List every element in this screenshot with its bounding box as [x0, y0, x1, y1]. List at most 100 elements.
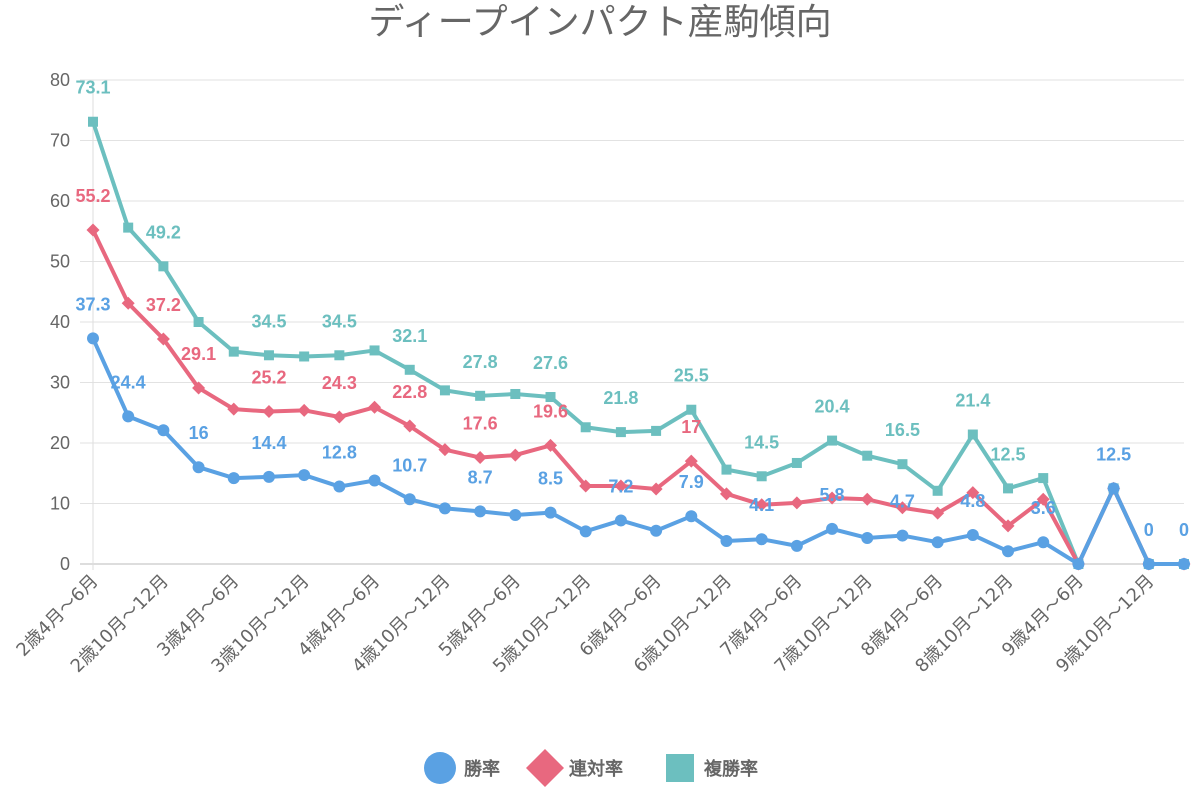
data-point	[228, 346, 239, 357]
data-point	[579, 479, 593, 493]
data-label: 8.5	[538, 469, 563, 489]
data-point	[369, 345, 380, 356]
legend-item-0[interactable]: 勝率	[424, 752, 500, 784]
data-point	[368, 400, 382, 414]
diamond-icon	[526, 749, 564, 787]
data-point	[1038, 473, 1049, 484]
data-label: 32.1	[392, 326, 427, 346]
data-point	[721, 464, 732, 475]
data-label: 8.7	[468, 467, 493, 487]
data-label: 21.4	[955, 391, 990, 411]
data-point	[509, 508, 522, 521]
data-point	[192, 381, 206, 395]
data-label: 27.6	[533, 353, 568, 373]
data-point	[298, 469, 311, 482]
x-axis: 2歳4月～6月2歳10月～12月3歳4月～6月3歳10月～12月4歳4月～6月4…	[12, 80, 1158, 677]
data-label: 29.1	[181, 344, 216, 364]
data-label: 34.5	[322, 311, 357, 331]
legend-label: 勝率	[464, 758, 500, 780]
data-point	[720, 535, 733, 548]
square-icon	[666, 754, 694, 782]
data-point	[227, 402, 241, 416]
data-point	[861, 531, 874, 544]
series-lines	[86, 116, 1191, 571]
y-tick-label: 10	[50, 494, 70, 514]
data-label: 25.2	[251, 368, 286, 388]
data-point	[227, 472, 240, 485]
y-tick-label: 30	[50, 373, 70, 393]
legend-item-2[interactable]: 複勝率	[666, 754, 758, 782]
data-point	[651, 425, 662, 436]
data-point	[1003, 483, 1014, 494]
data-label: 37.3	[75, 294, 110, 314]
data-point	[931, 536, 944, 549]
circle-icon	[424, 752, 456, 784]
data-point	[123, 222, 134, 233]
data-point	[262, 470, 275, 483]
data-point	[649, 482, 663, 496]
data-point	[1072, 558, 1085, 570]
data-point	[896, 529, 909, 542]
data-label: 12.5	[991, 444, 1026, 464]
data-label: 49.2	[146, 222, 181, 242]
data-label: 5.8	[820, 485, 845, 505]
data-label: 24.4	[111, 372, 146, 392]
data-point	[895, 501, 909, 515]
data-label: 10.7	[392, 455, 427, 475]
y-tick-label: 50	[50, 252, 70, 272]
data-label: 12.5	[1096, 444, 1131, 464]
data-point	[650, 524, 663, 537]
data-point	[545, 392, 556, 403]
legend-label: 複勝率	[703, 758, 758, 780]
data-point	[403, 419, 417, 433]
data-label: 34.5	[251, 311, 286, 331]
data-point	[684, 454, 698, 468]
legend-label: 連対率	[569, 758, 623, 780]
data-label: 7.2	[608, 476, 633, 496]
data-label: 14.5	[744, 432, 779, 452]
data-point	[439, 385, 450, 396]
series-line	[91, 229, 1184, 566]
data-label: 14.4	[251, 433, 286, 453]
data-point	[897, 459, 908, 470]
data-point	[860, 492, 874, 506]
data-point	[438, 502, 451, 515]
chart-title: ディープインパクト産駒傾向	[368, 2, 831, 43]
data-label: 21.8	[603, 388, 638, 408]
data-label: 0	[1179, 520, 1189, 540]
data-point	[334, 350, 345, 361]
legend-item-1[interactable]: 連対率	[526, 749, 623, 787]
data-point	[966, 486, 980, 500]
data-point	[88, 116, 98, 127]
data-point	[87, 332, 99, 345]
data-label: 55.2	[75, 186, 110, 206]
data-point	[263, 350, 274, 361]
data-point	[790, 539, 803, 552]
data-label: 73.1	[75, 78, 110, 98]
data-point	[1001, 519, 1015, 533]
legend[interactable]: 勝率 連対率 複勝率	[424, 749, 758, 787]
data-label: 16.5	[885, 420, 920, 440]
data-point	[719, 487, 733, 501]
data-label: 19.6	[533, 401, 568, 421]
data-point	[438, 443, 452, 457]
data-label: 22.8	[392, 382, 427, 402]
data-point	[614, 514, 627, 527]
data-point	[368, 474, 381, 487]
data-point	[1002, 545, 1015, 558]
data-point	[1107, 482, 1120, 495]
data-point	[157, 424, 170, 437]
data-point	[931, 506, 945, 520]
data-point	[755, 533, 768, 546]
data-label: 17.6	[463, 414, 498, 434]
data-point	[686, 404, 697, 415]
data-point	[827, 435, 838, 446]
series-0	[87, 332, 1190, 570]
data-label: 24.3	[322, 373, 357, 393]
y-tick-label: 40	[50, 312, 70, 332]
data-point	[544, 438, 558, 452]
data-point	[614, 479, 628, 493]
data-point	[297, 403, 311, 417]
data-point	[474, 505, 487, 518]
